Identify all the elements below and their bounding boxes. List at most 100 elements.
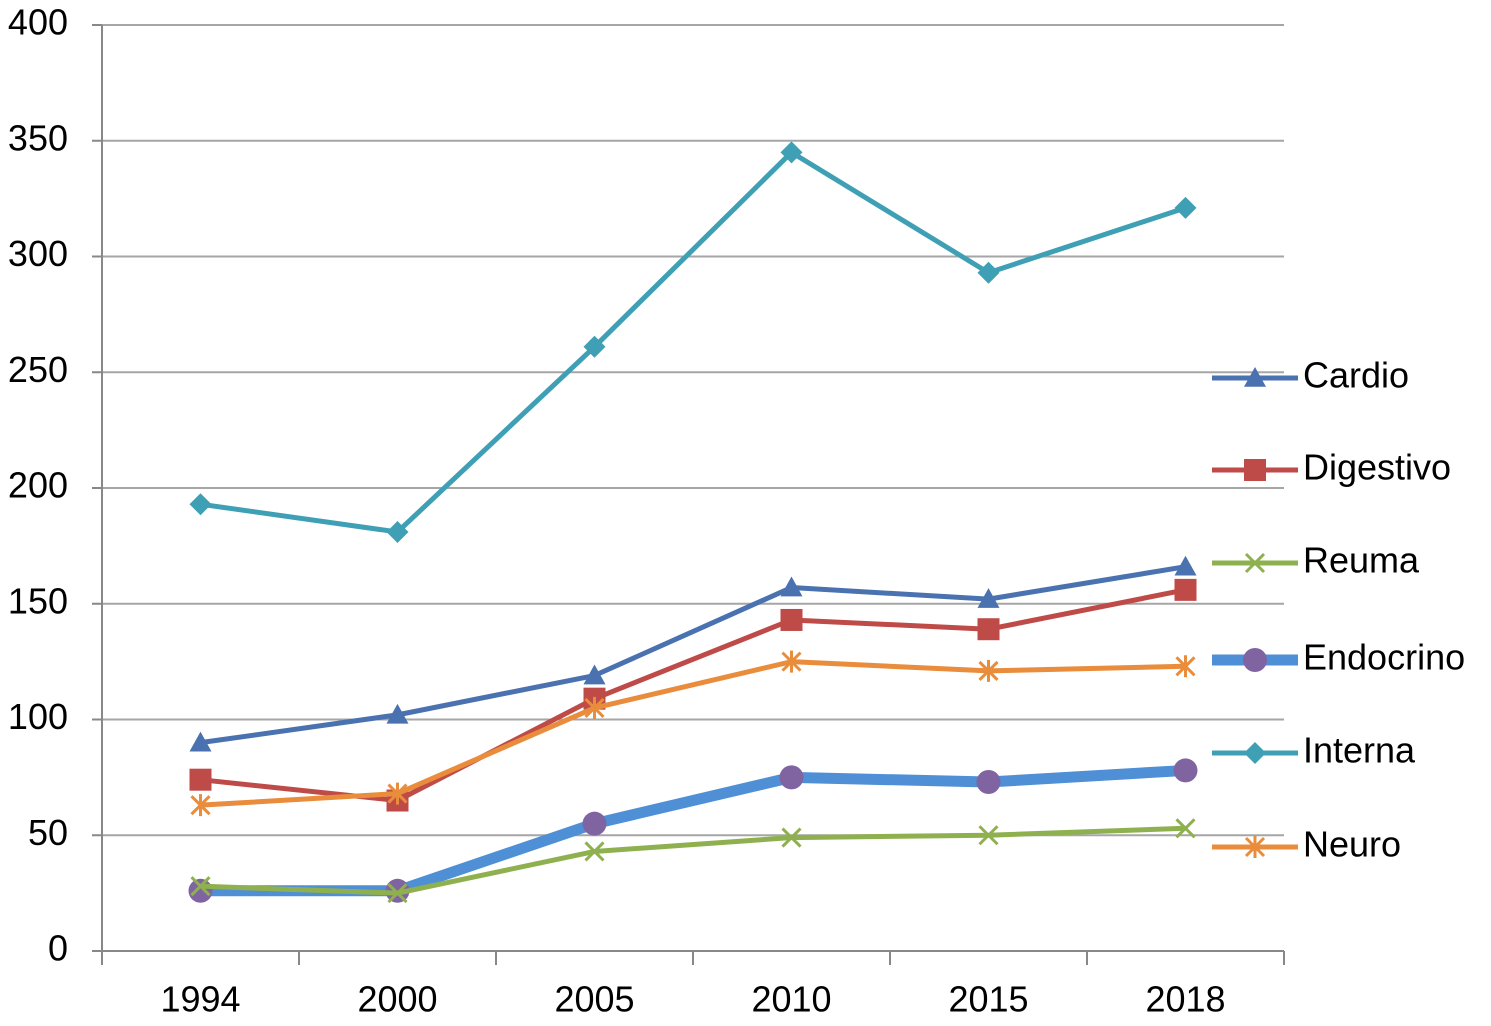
- marker: [1174, 578, 1197, 601]
- marker-shape: [1174, 555, 1197, 576]
- marker-shape: [189, 731, 212, 752]
- marker: [780, 141, 803, 164]
- legend-label: Digestivo: [1303, 447, 1451, 488]
- marker: [1174, 555, 1197, 576]
- series-line: [200, 659, 1186, 808]
- marker: [189, 768, 212, 791]
- x-tick-label: 2010: [751, 979, 831, 1020]
- marker-shape: [584, 841, 605, 862]
- marker-shape: [781, 650, 802, 673]
- marker: [386, 703, 409, 724]
- x-tick-label: 2018: [1145, 979, 1225, 1020]
- series-line: [200, 587, 1186, 804]
- legend-label: Neuro: [1303, 824, 1401, 865]
- y-tick-label: 350: [8, 117, 68, 158]
- marker: [1175, 818, 1196, 839]
- y-tick-label: 100: [8, 696, 68, 737]
- series-line: [200, 825, 1186, 896]
- legend-label: Reuma: [1303, 540, 1420, 581]
- marker: [779, 765, 804, 790]
- marker: [583, 664, 606, 685]
- marker: [189, 493, 212, 516]
- series-line: [200, 764, 1186, 897]
- marker: [387, 782, 408, 805]
- marker: [978, 825, 999, 846]
- marker-shape: [978, 659, 999, 682]
- marker-shape: [583, 664, 606, 685]
- y-tick-label: 200: [8, 465, 68, 506]
- marker-shape: [1244, 552, 1266, 574]
- marker-shape: [387, 883, 408, 904]
- marker: [1244, 742, 1266, 764]
- marker-shape: [1244, 459, 1266, 481]
- marker: [583, 335, 606, 358]
- marker-shape: [780, 608, 803, 631]
- marker: [976, 770, 1001, 795]
- legend-label: Interna: [1303, 730, 1416, 771]
- marker: [584, 696, 605, 719]
- marker-shape: [780, 576, 803, 597]
- marker-shape: [1244, 742, 1266, 764]
- y-tick-label: 0: [48, 928, 68, 969]
- marker-shape: [779, 765, 804, 790]
- marker: [1175, 655, 1196, 678]
- marker: [582, 811, 607, 836]
- marker: [386, 520, 409, 543]
- x-tick-label: 2000: [357, 979, 437, 1020]
- marker-shape: [1244, 367, 1266, 387]
- marker-shape: [583, 335, 606, 358]
- marker: [190, 876, 211, 897]
- marker-shape: [189, 768, 212, 791]
- series-line: [200, 149, 1187, 535]
- marker: [584, 841, 605, 862]
- marker: [1243, 648, 1267, 672]
- marker-shape: [189, 493, 212, 516]
- marker: [780, 608, 803, 631]
- marker-shape: [978, 825, 999, 846]
- y-tick-label: 50: [28, 812, 68, 853]
- marker-shape: [780, 141, 803, 164]
- marker: [189, 731, 212, 752]
- x-tick-label: 2005: [554, 979, 634, 1020]
- marker-shape: [977, 588, 1000, 608]
- marker: [977, 588, 1000, 608]
- marker-shape: [1173, 758, 1198, 783]
- marker-shape: [386, 703, 409, 724]
- legend-label: Cardio: [1303, 355, 1409, 396]
- marker: [978, 659, 999, 682]
- marker: [387, 883, 408, 904]
- x-tick-label: 1994: [160, 979, 240, 1020]
- marker: [1244, 552, 1266, 574]
- y-tick-label: 250: [8, 349, 68, 390]
- y-tick-label: 300: [8, 233, 68, 274]
- marker-shape: [977, 618, 1000, 641]
- marker-shape: [386, 520, 409, 543]
- marker: [188, 878, 213, 903]
- marker: [1244, 836, 1266, 858]
- marker: [1174, 196, 1197, 219]
- x-tick-label: 2015: [948, 979, 1028, 1020]
- marker-shape: [1243, 648, 1267, 672]
- marker-shape: [1174, 578, 1197, 601]
- marker-shape: [1174, 196, 1197, 219]
- marker-shape: [1175, 655, 1196, 678]
- marker-shape: [584, 696, 605, 719]
- marker-shape: [976, 770, 1001, 795]
- marker-shape: [781, 827, 802, 848]
- marker-shape: [190, 876, 211, 897]
- legend-label: Endocrino: [1303, 637, 1465, 678]
- marker: [1173, 758, 1198, 783]
- marker-shape: [582, 811, 607, 836]
- marker: [780, 576, 803, 597]
- marker: [781, 650, 802, 673]
- y-tick-label: 400: [8, 2, 68, 43]
- marker-shape: [1175, 818, 1196, 839]
- series-line: [200, 564, 1186, 746]
- marker-shape: [188, 878, 213, 903]
- marker: [781, 827, 802, 848]
- marker-shape: [977, 261, 1000, 284]
- y-tick-label: 150: [8, 580, 68, 621]
- marker: [190, 794, 211, 817]
- marker-shape: [190, 794, 211, 817]
